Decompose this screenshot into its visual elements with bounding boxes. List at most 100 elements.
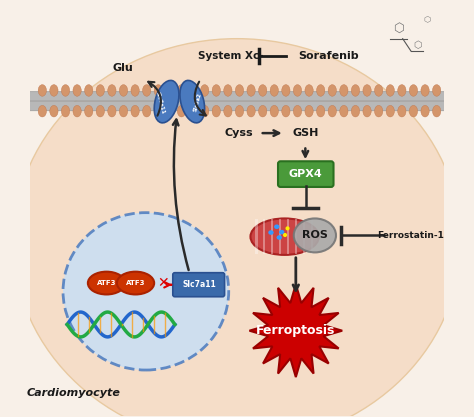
Ellipse shape — [274, 224, 280, 229]
Ellipse shape — [212, 85, 220, 96]
Ellipse shape — [143, 106, 151, 117]
Ellipse shape — [96, 85, 104, 96]
Ellipse shape — [386, 85, 394, 96]
Ellipse shape — [317, 106, 325, 117]
Ellipse shape — [328, 106, 337, 117]
Ellipse shape — [96, 106, 104, 117]
Ellipse shape — [250, 219, 319, 255]
Ellipse shape — [340, 85, 348, 96]
FancyBboxPatch shape — [278, 161, 334, 187]
Text: Glu: Glu — [113, 63, 134, 73]
Ellipse shape — [279, 230, 284, 234]
Ellipse shape — [282, 106, 290, 117]
Ellipse shape — [84, 106, 93, 117]
Ellipse shape — [294, 219, 336, 252]
Ellipse shape — [84, 85, 93, 96]
Text: Slc7a11: Slc7a11 — [182, 280, 216, 289]
Ellipse shape — [189, 85, 197, 96]
Text: Sorafenib: Sorafenib — [298, 51, 358, 61]
Ellipse shape — [119, 106, 128, 117]
Ellipse shape — [293, 106, 301, 117]
Ellipse shape — [88, 271, 125, 294]
Bar — [287, 219, 289, 254]
Ellipse shape — [13, 39, 461, 417]
Ellipse shape — [283, 233, 287, 237]
Ellipse shape — [268, 230, 273, 235]
Ellipse shape — [421, 106, 429, 117]
FancyBboxPatch shape — [29, 102, 445, 111]
Ellipse shape — [224, 85, 232, 96]
Ellipse shape — [270, 85, 278, 96]
Ellipse shape — [410, 106, 418, 117]
Bar — [263, 219, 265, 254]
Ellipse shape — [73, 85, 81, 96]
Ellipse shape — [61, 106, 70, 117]
Bar — [255, 219, 257, 254]
Ellipse shape — [131, 106, 139, 117]
Ellipse shape — [63, 213, 229, 370]
Ellipse shape — [154, 106, 163, 117]
Ellipse shape — [108, 85, 116, 96]
Ellipse shape — [340, 106, 348, 117]
Ellipse shape — [421, 85, 429, 96]
Ellipse shape — [432, 85, 441, 96]
Bar — [279, 219, 281, 254]
Ellipse shape — [236, 85, 244, 96]
Ellipse shape — [177, 106, 186, 117]
Ellipse shape — [410, 85, 418, 96]
Ellipse shape — [180, 80, 205, 123]
Ellipse shape — [282, 85, 290, 96]
Ellipse shape — [293, 85, 301, 96]
Text: Cyss: Cyss — [225, 128, 254, 138]
Ellipse shape — [247, 106, 255, 117]
Text: Ferroptosis: Ferroptosis — [256, 324, 336, 337]
Text: GSH: GSH — [292, 128, 319, 138]
Polygon shape — [249, 284, 342, 377]
Text: ATF3: ATF3 — [97, 280, 116, 286]
Ellipse shape — [201, 106, 209, 117]
Ellipse shape — [117, 271, 154, 294]
Ellipse shape — [285, 226, 290, 231]
Ellipse shape — [363, 85, 371, 96]
Ellipse shape — [38, 106, 46, 117]
Bar — [311, 219, 313, 254]
Text: Slc3a2: Slc3a2 — [193, 93, 203, 113]
Ellipse shape — [270, 106, 278, 117]
Text: Ferrostatin-1: Ferrostatin-1 — [377, 231, 444, 240]
Ellipse shape — [374, 85, 383, 96]
Ellipse shape — [236, 106, 244, 117]
Ellipse shape — [73, 106, 81, 117]
Bar — [303, 219, 305, 254]
Ellipse shape — [258, 106, 267, 117]
Ellipse shape — [143, 85, 151, 96]
Ellipse shape — [374, 106, 383, 117]
Text: ⬡: ⬡ — [393, 22, 404, 35]
Ellipse shape — [108, 106, 116, 117]
Ellipse shape — [398, 85, 406, 96]
Text: ATF3: ATF3 — [126, 280, 145, 286]
Ellipse shape — [247, 85, 255, 96]
Ellipse shape — [305, 106, 313, 117]
Ellipse shape — [258, 85, 267, 96]
Ellipse shape — [224, 106, 232, 117]
Ellipse shape — [386, 106, 394, 117]
Ellipse shape — [276, 235, 282, 240]
Ellipse shape — [50, 85, 58, 96]
Text: System Xc-: System Xc- — [198, 51, 264, 61]
Ellipse shape — [212, 106, 220, 117]
Ellipse shape — [351, 106, 360, 117]
Ellipse shape — [166, 85, 174, 96]
Text: Cardiomyocyte: Cardiomyocyte — [27, 388, 120, 398]
Ellipse shape — [317, 85, 325, 96]
FancyBboxPatch shape — [173, 273, 225, 297]
Text: GPX4: GPX4 — [289, 169, 323, 179]
Bar — [295, 219, 297, 254]
Ellipse shape — [50, 106, 58, 117]
Ellipse shape — [154, 80, 179, 123]
Text: ⬡: ⬡ — [424, 15, 431, 25]
FancyBboxPatch shape — [29, 92, 445, 101]
Ellipse shape — [351, 85, 360, 96]
Text: ROS: ROS — [302, 231, 328, 241]
Ellipse shape — [61, 85, 70, 96]
Ellipse shape — [201, 85, 209, 96]
